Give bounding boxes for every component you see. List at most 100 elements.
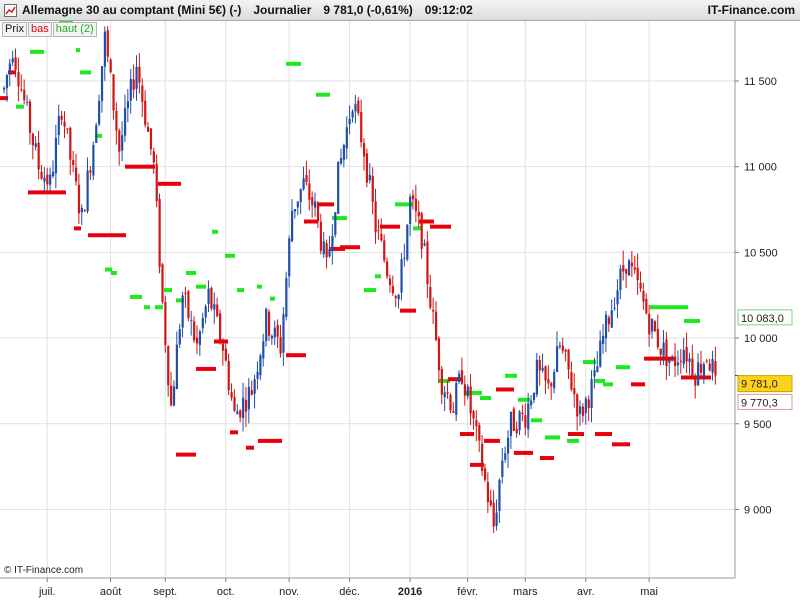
brand-label: IT-Finance.com	[707, 3, 795, 17]
candle-body	[135, 66, 138, 89]
legend-bas[interactable]: bas	[27, 22, 52, 37]
candle-body	[458, 373, 461, 382]
candle-body	[221, 343, 225, 351]
candle-body	[599, 340, 602, 367]
candle-body	[46, 174, 49, 185]
y-tick-label: 9 500	[744, 419, 772, 431]
candle-body	[555, 346, 559, 373]
candle-body	[576, 394, 579, 417]
candle-body	[636, 267, 639, 281]
candle-body	[409, 196, 412, 225]
haut-level	[316, 92, 330, 97]
candle-body	[630, 262, 634, 267]
candle-body	[201, 317, 204, 329]
bas-level	[419, 219, 434, 224]
bas-level	[460, 432, 474, 437]
candle-body	[288, 238, 291, 277]
candle-body	[593, 370, 596, 377]
candle-body	[651, 319, 654, 332]
bas-level	[258, 438, 282, 443]
candle-body	[380, 233, 383, 241]
bas-level	[698, 375, 711, 380]
candle-body	[481, 443, 484, 471]
candle-body	[276, 324, 279, 337]
bas-level	[540, 456, 554, 461]
candle-body	[3, 87, 6, 90]
candle-body	[23, 89, 26, 101]
candle-body	[417, 211, 420, 217]
price-chart[interactable]: 9 000 9 500 10 000 10 500 11 000 11 500 juil. a…	[0, 21, 800, 600]
candle-body	[429, 286, 432, 308]
candle-body	[406, 224, 409, 260]
candle-body	[374, 201, 377, 233]
candle-body	[161, 264, 164, 302]
candle-body	[72, 160, 75, 166]
candle-body	[247, 386, 250, 410]
candle-body	[51, 171, 55, 177]
bas-level	[0, 96, 8, 101]
bas-level	[196, 366, 216, 371]
candle-body	[60, 115, 63, 120]
x-tick-label: mars	[513, 586, 538, 598]
x-tick-label: mai	[640, 586, 658, 598]
haut-level	[95, 133, 102, 138]
haut-level	[438, 378, 450, 383]
bas-level	[304, 219, 318, 224]
candle-body	[518, 411, 521, 431]
legend-prix[interactable]: Prix	[2, 22, 27, 37]
candle-body	[469, 386, 472, 414]
candle-body	[216, 304, 219, 317]
grid	[0, 21, 735, 578]
legend-haut[interactable]: haut (2)	[52, 22, 97, 37]
haut-level	[155, 305, 163, 310]
candle-body	[452, 411, 455, 413]
candle-body	[435, 311, 438, 340]
candle-body	[11, 58, 14, 63]
candle-body	[564, 349, 567, 352]
candle-body	[178, 329, 181, 345]
candle-body	[43, 177, 46, 182]
haut-level	[332, 216, 347, 221]
candle-body	[83, 210, 86, 212]
candle-body	[270, 335, 274, 339]
candle-body	[509, 411, 513, 437]
candle-body	[486, 482, 490, 503]
candle-body	[541, 367, 544, 371]
candle-body	[314, 201, 317, 208]
candle-body	[642, 290, 645, 302]
candle-body	[89, 170, 92, 173]
haut-level	[196, 284, 206, 289]
bas-level	[44, 190, 66, 195]
candle-body	[639, 282, 642, 289]
candle-body	[302, 178, 305, 190]
candle-body	[244, 399, 248, 412]
candle-body	[547, 379, 550, 384]
haut-level	[105, 267, 112, 272]
candle-body	[86, 170, 89, 212]
bas-level	[286, 353, 306, 358]
candle-body	[702, 363, 706, 376]
candle-body	[106, 30, 109, 57]
candle-body	[92, 144, 95, 176]
candle-body	[57, 116, 60, 136]
candle-body	[77, 184, 81, 214]
candle-body	[345, 127, 348, 149]
bas-level	[88, 233, 126, 238]
y-tick-label: 10 500	[744, 247, 778, 259]
bas-level	[330, 246, 345, 251]
candle-body	[129, 78, 132, 101]
candle-body	[553, 372, 556, 389]
candle-body	[285, 278, 288, 317]
haut-level	[583, 360, 596, 365]
candle-body	[132, 79, 135, 90]
haut-level	[595, 378, 605, 383]
bas-level	[644, 356, 676, 361]
candle-body	[357, 100, 360, 114]
haut-level	[225, 253, 235, 258]
haut-level-label: 10 083,0	[741, 313, 784, 325]
haut-levels	[16, 21, 700, 443]
haut-level	[603, 382, 613, 387]
haut-level	[545, 435, 560, 440]
candle-body	[495, 512, 498, 526]
candle-body	[550, 383, 553, 387]
